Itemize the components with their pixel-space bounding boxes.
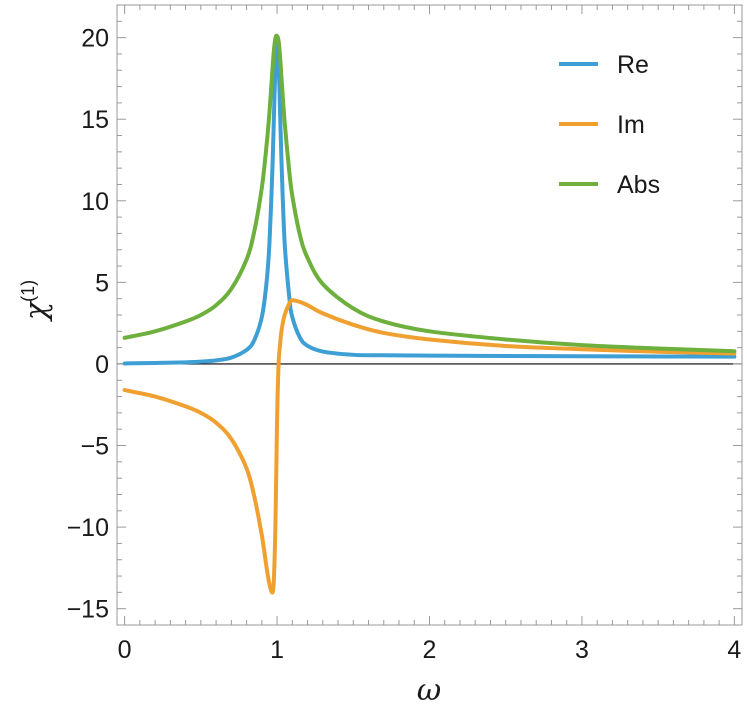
y-tick-label: −10 <box>67 514 109 542</box>
series-line-abs <box>122 33 737 354</box>
series-line-im <box>122 298 737 595</box>
y-axis-label-superscript: (1) <box>18 280 38 302</box>
y-axis-ticks: −15 −10 −5 0 5 10 15 20 <box>67 4 742 626</box>
y-tick-label: 0 <box>95 351 109 379</box>
plot-frame <box>116 4 743 626</box>
x-tick-label: 0 <box>118 636 132 664</box>
y-tick-label: 10 <box>81 188 109 216</box>
legend-label-abs: Abs <box>617 171 660 199</box>
y-tick-label: 15 <box>81 106 109 134</box>
y-axis-label-symbol: χ <box>19 300 54 322</box>
y-tick-label: −5 <box>80 433 109 461</box>
x-tick-label: 3 <box>575 636 589 664</box>
x-tick-label: 4 <box>727 636 741 664</box>
y-tick-label: 5 <box>95 269 109 297</box>
x-tick-label: 1 <box>270 636 284 664</box>
series-lines <box>122 33 737 595</box>
legend-label-re: Re <box>617 51 649 79</box>
series-line-re <box>122 35 737 366</box>
x-tick-label: 2 <box>423 636 437 664</box>
x-axis-label: ω <box>417 673 441 708</box>
y-tick-label: 20 <box>81 25 109 53</box>
plot-frame-rect <box>116 4 743 626</box>
legend-label-im: Im <box>617 111 645 139</box>
y-tick-label: −15 <box>67 596 109 624</box>
x-axis-ticks: 0 1 2 3 4 <box>118 5 741 664</box>
y-axis-label: χ(1) <box>18 280 54 322</box>
legend: Re Im Abs <box>559 51 660 199</box>
